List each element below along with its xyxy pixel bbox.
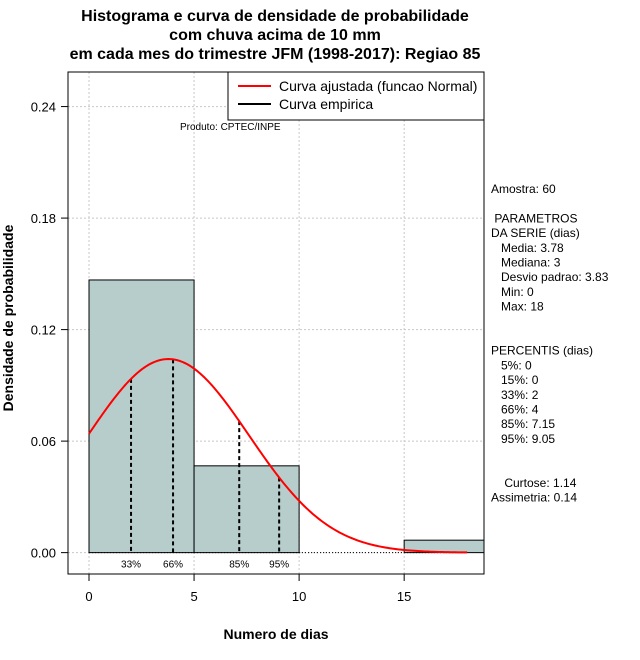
legend-box — [227, 71, 485, 121]
chart-title-line-2: com chuva acima de 10 mm — [169, 27, 381, 44]
stats-line: Desvio padrao: 3.83 — [491, 270, 609, 284]
x-tick-label: 0 — [85, 589, 92, 604]
stats-line: PARAMETROS — [491, 211, 577, 225]
stats-line: Mediana: 3 — [491, 256, 561, 270]
normal-curve-line — [88, 358, 468, 554]
percentile-lines: 33% 66% 85% 95% — [121, 359, 289, 571]
histogram-bar — [88, 279, 195, 554]
credit-text: Produto: CPTEC/INPE — [180, 122, 281, 133]
histogram-bar — [193, 465, 300, 554]
chart-title-line-1: Histograma e curva de densidade de proba… — [81, 8, 469, 25]
x-tick-label: 5 — [190, 589, 197, 604]
stats-line: Max: 18 — [491, 300, 544, 314]
chart-title-line-3: em cada mes do trimestre JFM (1998-2017)… — [70, 46, 481, 63]
legend-label-fitted: Curva ajustada (funcao Normal) — [279, 78, 477, 94]
y-tick-label: 0.24 — [31, 100, 56, 115]
stats-line: Assimetria: 0.14 — [491, 491, 577, 505]
stats-line: PERCENTIS (dias) — [491, 344, 593, 358]
y-tick-label: 0.00 — [31, 546, 56, 561]
y-tick-label: 0.12 — [31, 323, 56, 338]
stats-line: Media: 3.78 — [491, 241, 564, 255]
histogram-bars — [88, 279, 485, 554]
y-tick-label: 0.18 — [31, 211, 56, 226]
stats-line: Min: 0 — [491, 285, 534, 299]
y-axis-label: Densidade de probabilidade — [0, 224, 16, 411]
y-axis: 0.00 0.06 0.12 0.18 0.24 — [31, 100, 68, 561]
legend: Curva ajustada (funcao Normal) Curva emp… — [227, 71, 485, 121]
stats-line: 85%: 7.15 — [491, 417, 555, 431]
percentile-label: 95% — [269, 560, 289, 571]
stats-line: 5%: 0 — [491, 358, 532, 372]
normal-curve — [88, 358, 468, 554]
stats-line: 95%: 9.05 — [491, 432, 555, 446]
percentile-label: 66% — [163, 560, 183, 571]
stats-line: Curtose: 1.14 — [491, 476, 577, 490]
stats-line: 66%: 4 — [491, 403, 539, 417]
x-tick-label: 10 — [292, 589, 306, 604]
stats-line: Amostra: 60 — [491, 182, 556, 196]
stats-line: 15%: 0 — [491, 373, 539, 387]
chart-title: Histograma e curva de densidade de proba… — [70, 8, 481, 63]
percentile-label: 33% — [121, 560, 141, 571]
x-tick-label: 15 — [397, 589, 411, 604]
y-tick-label: 0.06 — [31, 434, 56, 449]
stats-line: 33%: 2 — [491, 388, 539, 402]
x-axis-label: Numero de dias — [223, 626, 328, 642]
legend-label-empirical: Curva empirica — [279, 96, 373, 112]
x-axis: 0 5 10 15 — [85, 573, 411, 604]
percentile-label: 85% — [229, 560, 249, 571]
stats-line: DA SERIE (dias) — [491, 226, 580, 240]
